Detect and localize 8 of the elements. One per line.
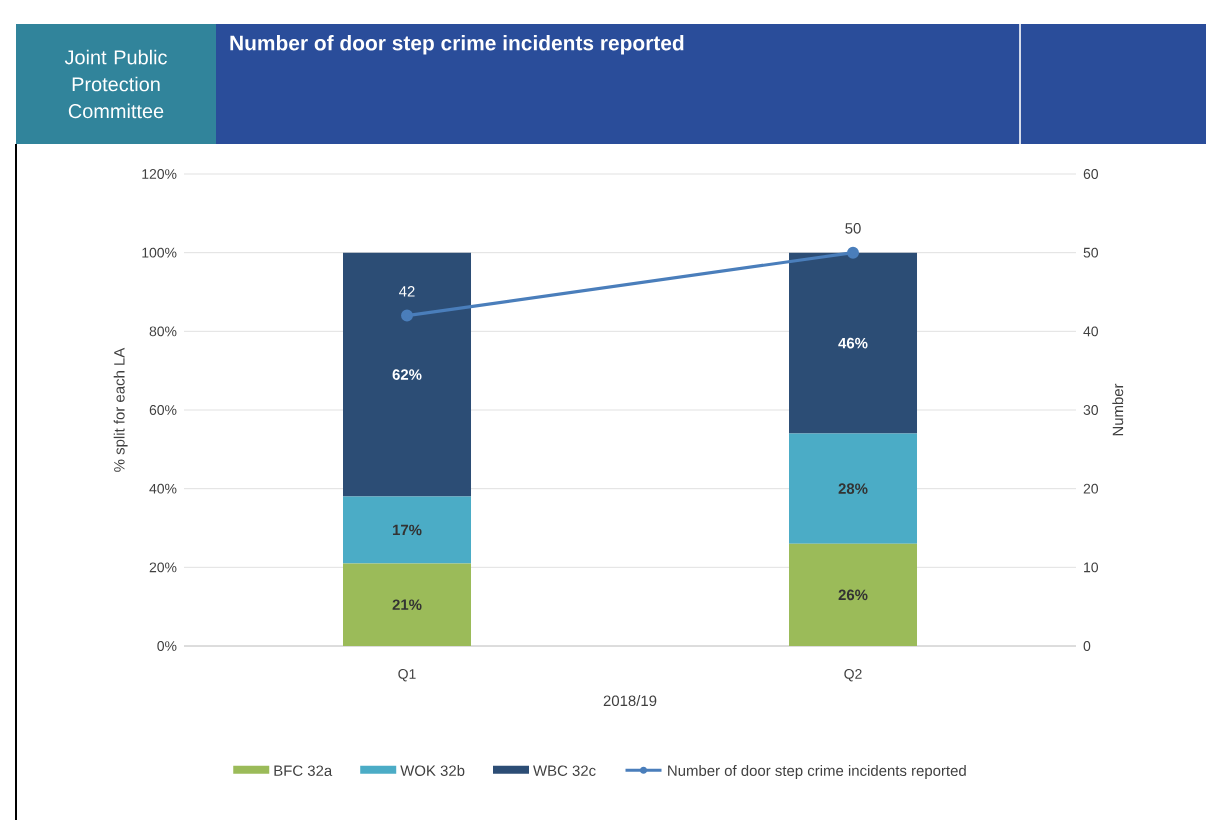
bar bbox=[789, 543, 918, 646]
text: Joint Public Protection Committee bbox=[64, 49, 167, 118]
bar bbox=[343, 562, 472, 646]
bar bbox=[789, 433, 918, 544]
chart-title: Number of door step crime incidents reported bbox=[230, 34, 684, 55]
bar bbox=[789, 252, 918, 434]
bar bbox=[343, 252, 472, 497]
bar bbox=[343, 496, 472, 563]
